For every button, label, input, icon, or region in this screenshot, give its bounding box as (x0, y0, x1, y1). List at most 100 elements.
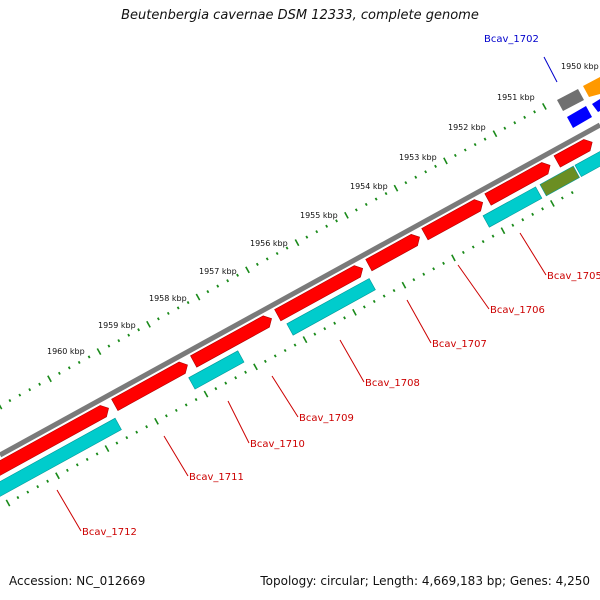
scale-dot (166, 311, 170, 315)
scale-dot (531, 212, 535, 216)
scale-dot (305, 235, 309, 239)
leader-bcav-1708 (339, 339, 365, 383)
scale-dot (184, 403, 188, 407)
scale-dot (157, 317, 160, 321)
scale-dot (463, 148, 467, 152)
scale-dot (483, 137, 487, 141)
leader-bcav-1709 (271, 375, 299, 418)
scale-dot (214, 387, 218, 391)
reverse-strand-features (0, 151, 600, 497)
scale-dot (275, 251, 279, 256)
scale-dot (66, 468, 69, 472)
reverse-cds-5 (539, 165, 580, 197)
scale-major-tick (5, 499, 11, 507)
scale-dot (315, 230, 319, 234)
scale-label-1951: 1951 kbp (497, 93, 535, 102)
scale-dot (176, 306, 180, 310)
forward-cds-1 (0, 405, 109, 476)
scale-dot (533, 110, 536, 114)
scale-dot (87, 355, 91, 359)
gene-label-bcav-1706: Bcav_1706 (490, 305, 545, 316)
leader-bcav-1711 (163, 435, 189, 477)
scale-dot (26, 490, 30, 494)
gene-label-bcav-1712: Bcav_1712 (82, 527, 137, 538)
forward-cds-8 (553, 139, 593, 168)
scale-dot (422, 272, 426, 276)
scale-dot (333, 321, 337, 325)
scale-dot (8, 398, 12, 403)
scale-label-1952: 1952 kbp (448, 123, 486, 132)
scale-dot (216, 284, 220, 288)
scale-dot (16, 495, 20, 500)
scale-label-1956: 1956 kbp (250, 239, 288, 248)
scale-major-tick (401, 281, 407, 289)
blue-feature-1 (567, 106, 592, 128)
scale-dot (145, 425, 148, 429)
scale-dot (135, 430, 139, 434)
scale-dot (362, 305, 366, 309)
scale-major-tick (344, 211, 349, 219)
top-right-features (557, 77, 600, 128)
scale-dot (382, 294, 386, 298)
scale-dot (364, 202, 368, 207)
gene-label-bcav-1702: Bcav_1702 (484, 34, 539, 45)
scale-dot (412, 278, 416, 282)
scale-major-tick (443, 157, 448, 165)
scale-dot (372, 299, 376, 304)
scale-dot (75, 463, 79, 467)
map-title: Beutenbergia cavernae DSM 12333, complet… (121, 8, 479, 23)
scale-dot (503, 126, 507, 130)
scale-major-tick (500, 227, 506, 235)
leader-bcav-1710 (227, 400, 250, 444)
forward-cds-6 (421, 199, 484, 241)
scale-dot (374, 197, 378, 201)
scale-label-1959: 1959 kbp (98, 321, 136, 330)
scale-major-tick (146, 320, 151, 328)
scale-dot (67, 366, 71, 370)
gene-leader-lines (56, 56, 558, 532)
forward-cds-2 (111, 361, 188, 412)
reverse-cds-3 (286, 278, 376, 336)
gene-labels: Bcav_1702 Bcav_1705 Bcav_1706 Bcav_1707 … (82, 34, 600, 538)
scale-dot (323, 327, 327, 331)
gene-label-bcav-1711: Bcav_1711 (189, 472, 244, 483)
topology-text: Topology: circular; Length: 4,669,183 bp… (260, 574, 590, 588)
scale-major-tick (47, 375, 52, 383)
forward-cds-3 (190, 315, 272, 368)
scale-dot (36, 485, 40, 489)
scale-dot (244, 370, 247, 374)
scale-dot (384, 191, 388, 196)
scale-major-tick (542, 103, 547, 110)
scale-label-1954: 1954 kbp (350, 182, 388, 191)
scale-label-1950: 1950 kbp (561, 62, 599, 71)
scale-dot (414, 175, 418, 179)
scale-major-tick (492, 130, 498, 138)
scale-dot (165, 414, 168, 418)
scale-dot (127, 333, 131, 337)
genome-backbone (0, 122, 600, 458)
scale-dot (461, 250, 465, 255)
outer-scale-track (0, 103, 547, 410)
scale-dot (174, 408, 178, 412)
scale-dot (453, 153, 457, 158)
gene-label-bcav-1708: Bcav_1708 (365, 378, 420, 389)
gene-label-bcav-1705: Bcav_1705 (547, 271, 600, 282)
forward-strand-features (0, 139, 593, 476)
reverse-cds-1 (0, 417, 122, 497)
scale-dot (236, 273, 239, 277)
scale-major-tick (203, 390, 209, 398)
scale-label-1958: 1958 kbp (149, 294, 187, 303)
inner-scale-track (5, 190, 574, 507)
scale-major-tick (245, 266, 250, 274)
scale-dot (335, 219, 338, 223)
scale-major-tick (154, 417, 159, 425)
scale-dot (442, 261, 445, 265)
scale-dot (471, 245, 475, 249)
scale-dot (58, 371, 61, 375)
scale-major-tick (294, 239, 300, 247)
scale-dot (523, 115, 527, 119)
scale-dot (404, 181, 408, 185)
forward-cds-5 (365, 233, 420, 272)
scale-major-tick (302, 336, 308, 344)
scale-major-tick (96, 348, 102, 355)
